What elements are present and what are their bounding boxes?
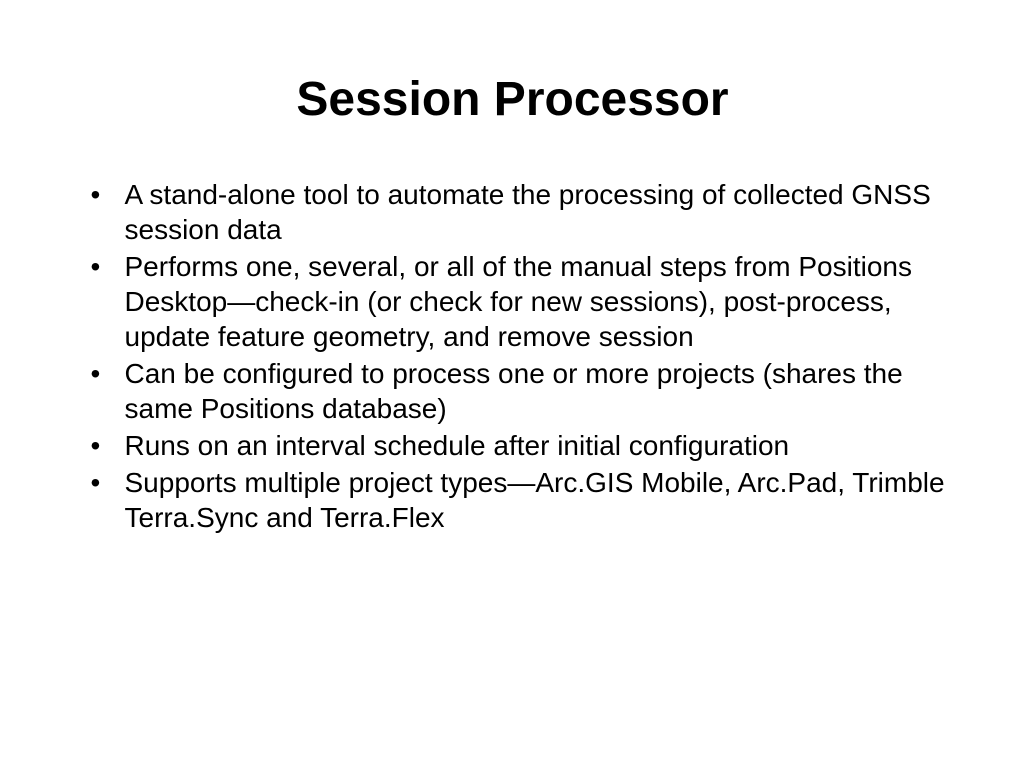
bullet-item: Supports multiple project types—Arc.GIS …: [91, 465, 953, 535]
bullet-item: Runs on an interval schedule after initi…: [91, 428, 953, 463]
bullet-item: Can be configured to process one or more…: [91, 356, 953, 426]
bullet-item: A stand-alone tool to automate the proce…: [91, 177, 953, 247]
bullet-list: A stand-alone tool to automate the proce…: [73, 177, 953, 537]
bullet-item: Performs one, several, or all of the man…: [91, 249, 953, 354]
slide-title: Session Processor: [296, 72, 728, 127]
